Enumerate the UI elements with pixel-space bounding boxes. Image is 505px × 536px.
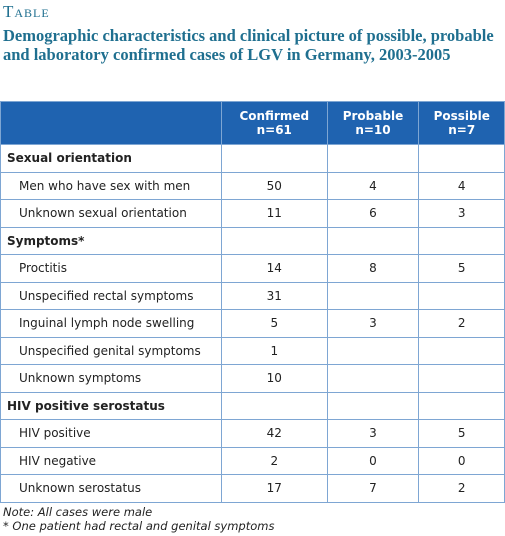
data-row: Men who have sex with men 50 4 4 (0, 171, 505, 200)
empty-cell (326, 144, 420, 173)
row-label: Unknown serostatus (0, 474, 222, 503)
section-title: Symptoms* (0, 226, 222, 255)
cell: 2 (418, 474, 505, 503)
empty-cell (221, 226, 328, 255)
cell: 5 (418, 419, 505, 448)
cell: 6 (326, 199, 420, 228)
column-n: n=61 (256, 123, 292, 137)
data-row: Unspecified genital symptoms 1 (0, 336, 505, 365)
cell: 10 (221, 364, 328, 393)
row-label: HIV positive (0, 419, 222, 448)
header-cell: Possible n=7 (418, 101, 505, 145)
data-row: Unknown serostatus 17 7 2 (0, 474, 505, 503)
cell: 50 (221, 171, 328, 200)
empty-cell (326, 336, 420, 365)
empty-cell (418, 226, 505, 255)
notes: Note: All cases were male * One patient h… (3, 505, 274, 533)
note: * One patient had rectal and genital sym… (3, 519, 275, 533)
empty-cell (418, 391, 505, 420)
header-cell: Confirmed n=61 (221, 101, 328, 145)
table: Confirmed n=61 Probable n=10 Possible n=7 Sexu… (0, 101, 505, 503)
section-row: HIV positive serostatus (0, 391, 505, 420)
cell: 4 (418, 171, 505, 200)
cell: 3 (326, 309, 420, 338)
cell: 14 (221, 254, 328, 283)
row-label: HIV negative (0, 446, 222, 475)
empty-cell (418, 364, 505, 393)
cell: 5 (221, 309, 328, 338)
section-row: Sexual orientation (0, 144, 505, 173)
column-name: Probable (342, 109, 404, 123)
data-row: Proctitis 14 8 5 (0, 254, 505, 283)
header-cell: Probable n=10 (326, 101, 420, 145)
data-row: Unknown symptoms 10 (0, 364, 505, 393)
empty-cell (221, 391, 328, 420)
empty-cell (326, 226, 420, 255)
section-title: Sexual orientation (0, 144, 222, 173)
cell: 8 (326, 254, 420, 283)
label: Table (3, 2, 50, 21)
empty-cell (326, 364, 420, 393)
row-label: Unknown symptoms (0, 364, 222, 393)
cell: 3 (418, 199, 505, 228)
column-n: n=7 (448, 123, 476, 137)
cell: 11 (221, 199, 328, 228)
row-label: Men who have sex with men (0, 171, 222, 200)
column-n: n=10 (355, 123, 391, 137)
data-row: Inguinal lymph node swelling 5 3 2 (0, 309, 505, 338)
cell: 42 (221, 419, 328, 448)
section-row: Symptoms* (0, 226, 505, 255)
cell: 0 (418, 446, 505, 475)
data-row: Unknown sexual orientation 11 6 3 (0, 199, 505, 228)
data-row: Unspecified rectal symptoms 31 (0, 281, 505, 310)
cell: 7 (326, 474, 420, 503)
row-label: Proctitis (0, 254, 222, 283)
cell: 17 (221, 474, 328, 503)
cell: 4 (326, 171, 420, 200)
cell: 2 (418, 309, 505, 338)
cell: 3 (326, 419, 420, 448)
row-label: Unspecified rectal symptoms (0, 281, 222, 310)
header-cell (0, 101, 222, 145)
cell: 2 (221, 446, 328, 475)
empty-cell (418, 144, 505, 173)
cell: 5 (418, 254, 505, 283)
empty-cell (418, 281, 505, 310)
row-label: Unknown sexual orientation (0, 199, 222, 228)
column-name: Confirmed (239, 109, 310, 123)
cell: 31 (221, 281, 328, 310)
section-title: HIV positive serostatus (0, 391, 222, 420)
row-label: Unspecified genital symptoms (0, 336, 222, 365)
empty-cell (326, 391, 420, 420)
empty-cell (326, 281, 420, 310)
note: Note: All cases were male (3, 505, 153, 519)
data-row: HIV positive 42 3 5 (0, 419, 505, 448)
title: Demographic characteristics and clinical… (3, 26, 494, 64)
empty-cell (221, 144, 328, 173)
row-label: Inguinal lymph node swelling (0, 309, 222, 338)
data-row: HIV negative 2 0 0 (0, 446, 505, 475)
cell: 0 (326, 446, 420, 475)
cell: 1 (221, 336, 328, 365)
empty-cell (418, 336, 505, 365)
header-row: Confirmed n=61 Probable n=10 Possible n=7 (0, 101, 505, 145)
column-name: Possible (433, 109, 490, 123)
